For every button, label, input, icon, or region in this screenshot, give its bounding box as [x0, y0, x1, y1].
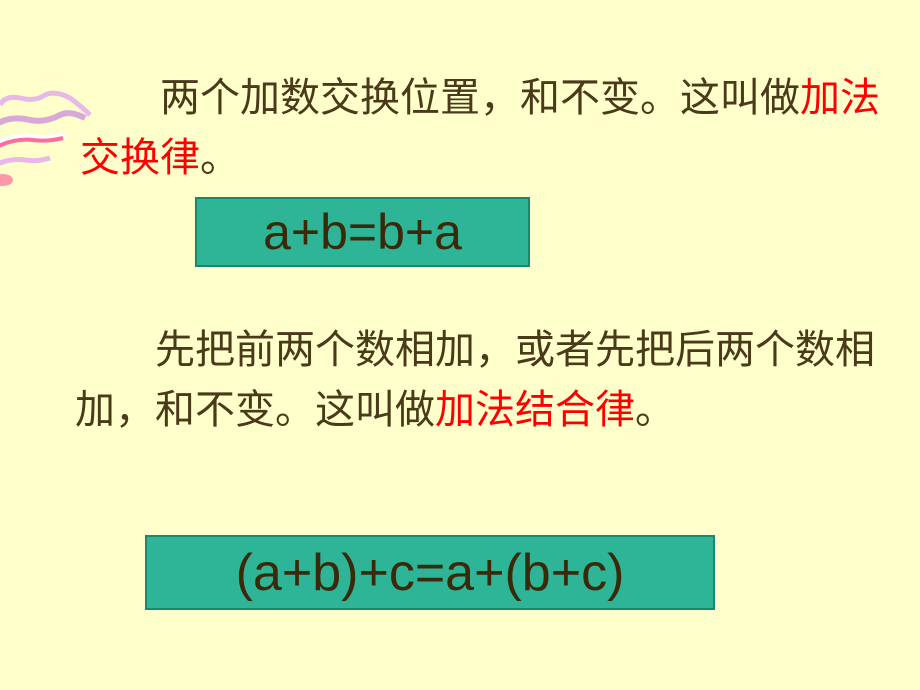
- para2-text2: 。: [635, 387, 675, 432]
- para1-text2: 。: [200, 135, 240, 180]
- paragraph-commutative-law: 两个加数交换位置，和不变。这叫做加法交换律。: [80, 68, 890, 188]
- formula-box-associative: (a+b)+c=a+(b+c): [145, 535, 715, 610]
- formula-box-commutative: a+b=b+a: [195, 197, 530, 267]
- para1-text1: 两个加数交换位置，和不变。这叫做: [160, 75, 800, 120]
- formula-associative: (a+b)+c=a+(b+c): [236, 543, 625, 603]
- paragraph-associative-law: 先把前两个数相加，或者先把后两个数相加，和不变。这叫做加法结合律。: [75, 320, 885, 440]
- para2-highlight: 加法结合律: [435, 387, 635, 432]
- formula-commutative: a+b=b+a: [263, 203, 462, 261]
